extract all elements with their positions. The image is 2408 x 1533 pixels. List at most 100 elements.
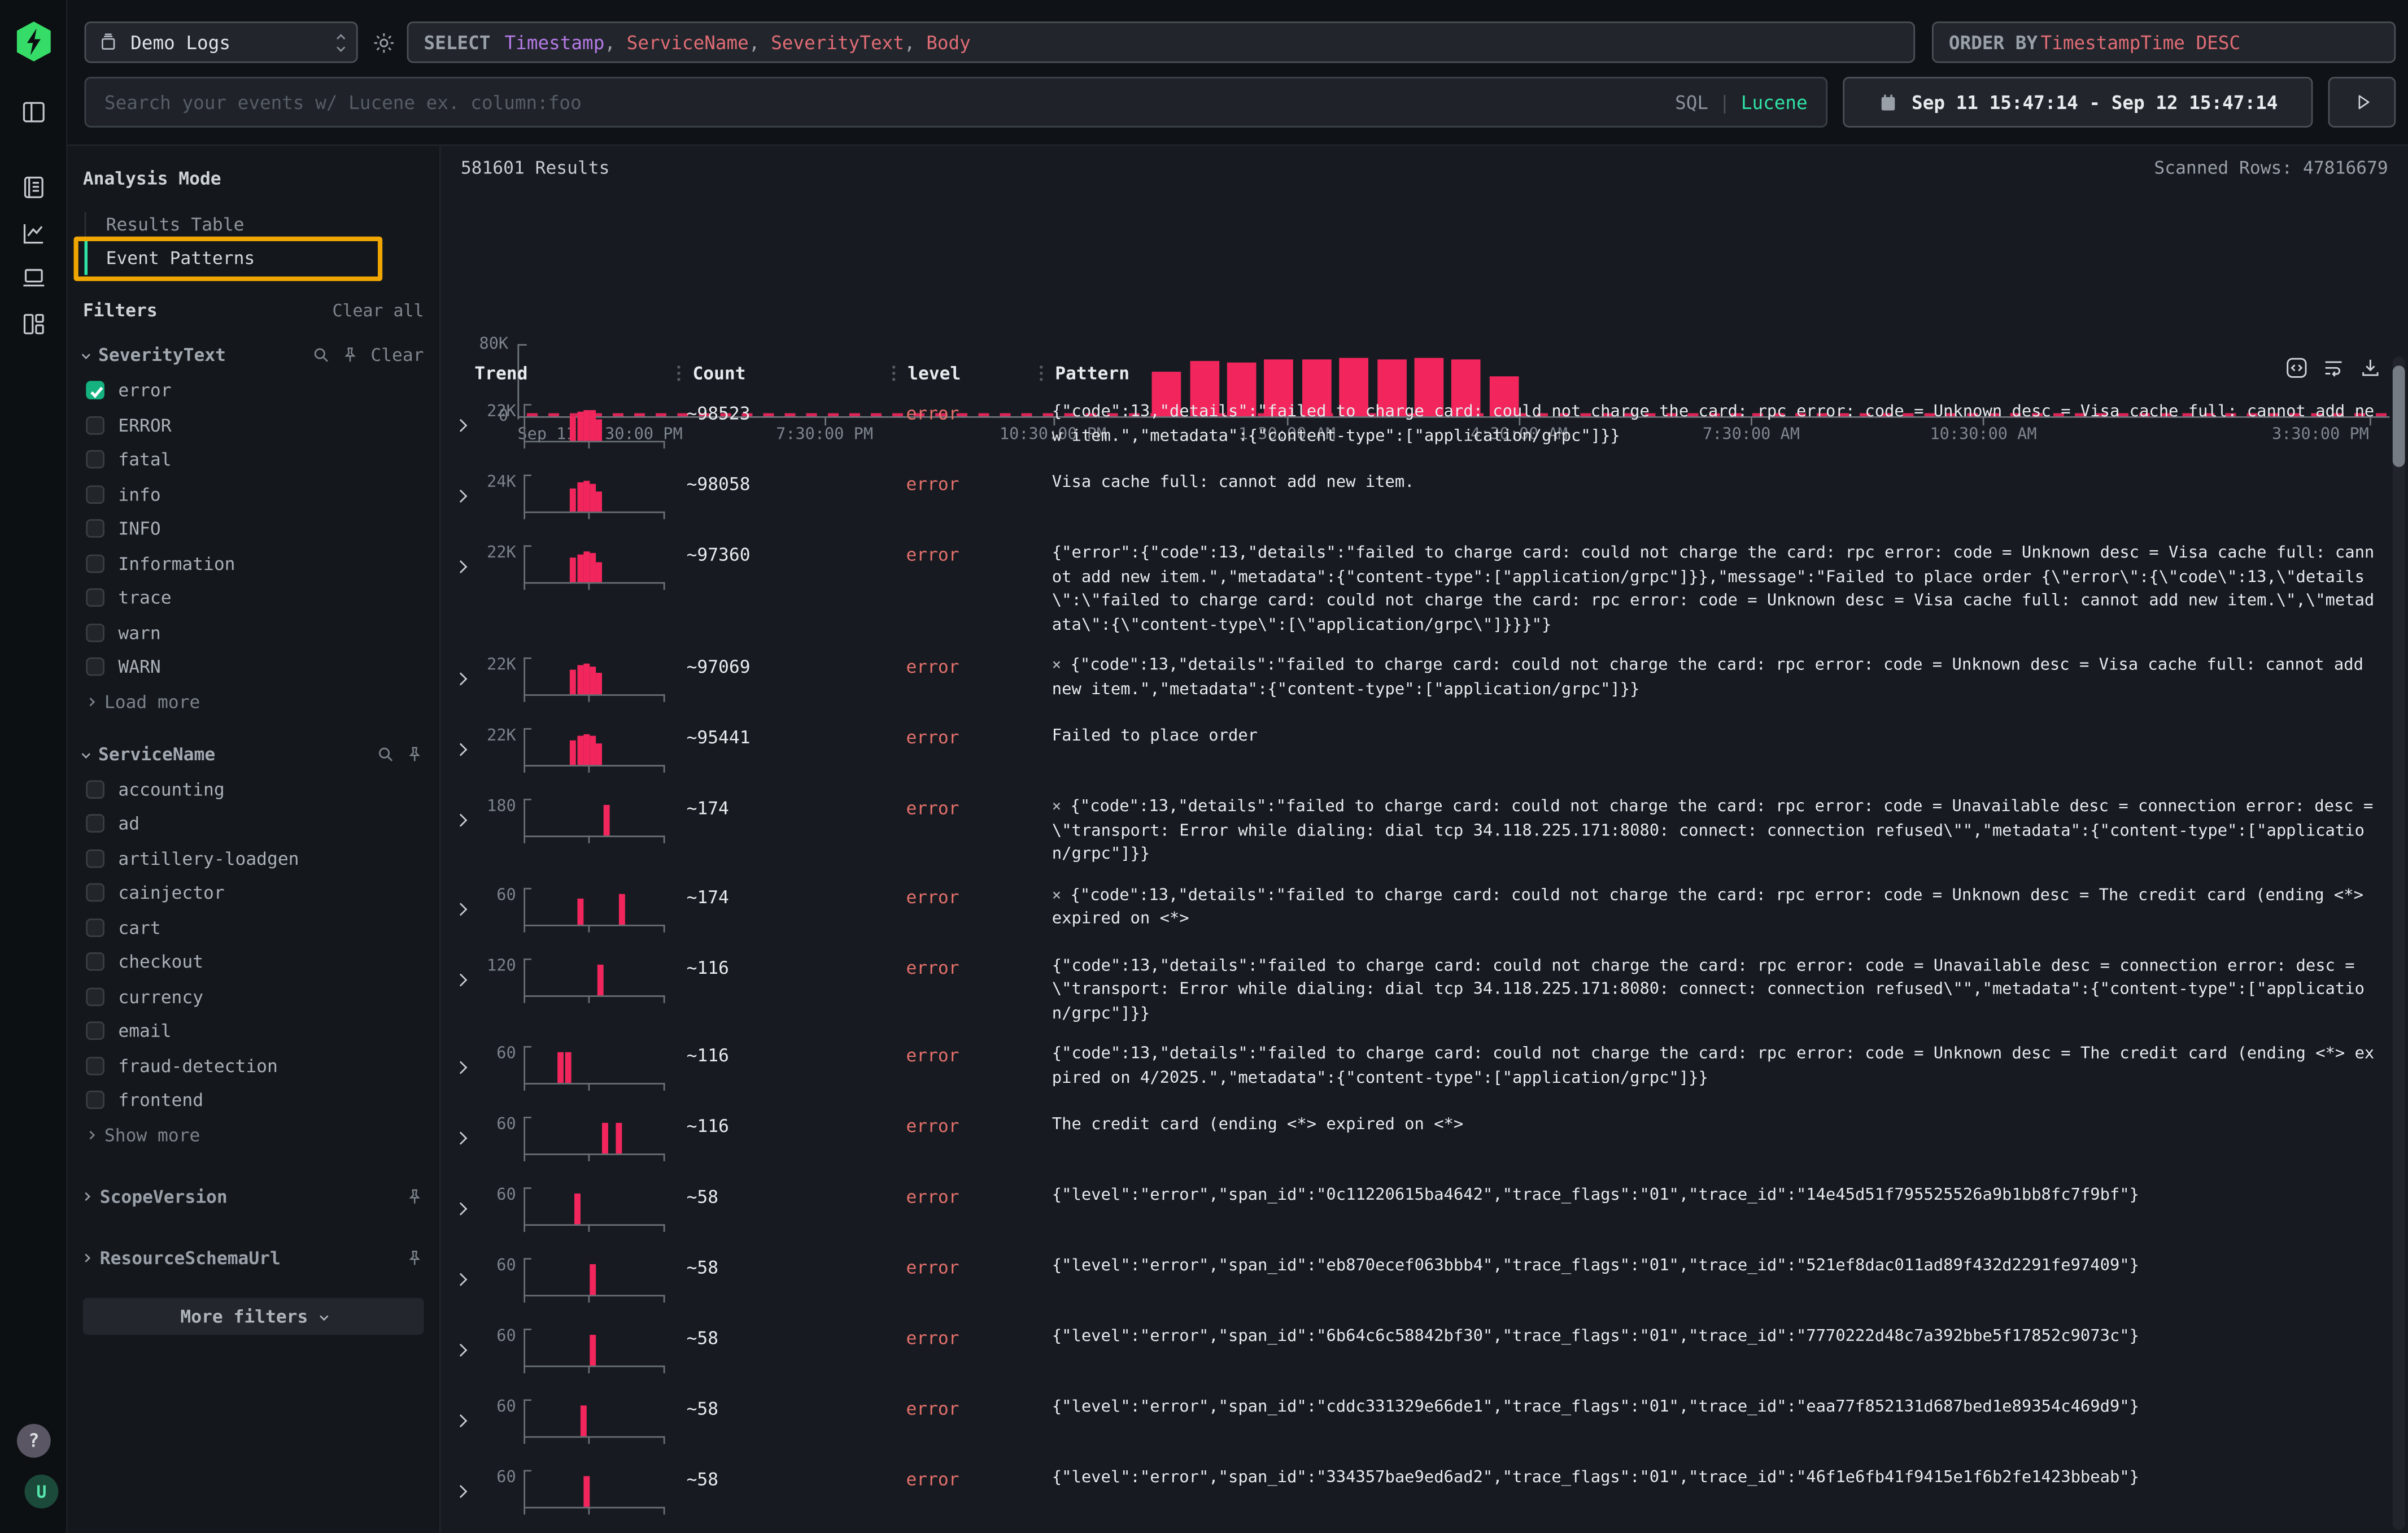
- source-select[interactable]: Demo Logs: [84, 21, 358, 63]
- wrap-lines-icon[interactable]: [2322, 356, 2345, 380]
- pattern-cell[interactable]: × {"code":13,"details":"failed to charge …: [1052, 656, 2374, 698]
- histogram-bar[interactable]: [1414, 358, 1443, 416]
- scope-pin-icon[interactable]: [405, 1187, 424, 1205]
- pattern-row[interactable]: 60 ~58 error {"level":"error","span_id":…: [440, 1387, 2386, 1458]
- row-expand-chevron-icon[interactable]: [454, 1261, 475, 1291]
- checkbox[interactable]: [86, 814, 104, 833]
- filter-option-accounting[interactable]: accounting: [86, 778, 424, 799]
- row-expand-chevron-icon[interactable]: [454, 660, 475, 690]
- view-source-code-icon[interactable]: [2285, 356, 2308, 380]
- pattern-row[interactable]: 22K ~97069 error × {"code":13,"details":"…: [440, 645, 2386, 716]
- filter-option-cart[interactable]: cart: [86, 916, 424, 938]
- filter-option-Information[interactable]: Information: [86, 552, 424, 574]
- pattern-row[interactable]: 22K ~97360 error {"error":{"code":13,"de…: [440, 533, 2386, 646]
- row-expand-chevron-icon[interactable]: [454, 407, 475, 437]
- column-header-count[interactable]: Count: [677, 363, 892, 384]
- mode-lucene[interactable]: Lucene: [1740, 91, 1808, 113]
- checkbox[interactable]: [86, 848, 104, 868]
- pattern-row[interactable]: 24K ~98058 error Visa cache full: cannot…: [440, 463, 2386, 533]
- pattern-cell[interactable]: Failed to place order: [1052, 726, 1258, 745]
- checkbox[interactable]: [86, 554, 104, 572]
- mode-sql[interactable]: SQL: [1675, 91, 1709, 113]
- histogram-bar[interactable]: [1376, 359, 1406, 416]
- histogram-bar[interactable]: [1189, 361, 1219, 416]
- run-query-button[interactable]: [2328, 76, 2396, 128]
- checkbox[interactable]: [86, 1021, 104, 1040]
- row-expand-chevron-icon[interactable]: [454, 961, 475, 990]
- pattern-cell[interactable]: {"level":"error","span_id":"eb870ecef063…: [1052, 1256, 2140, 1275]
- resource-schema-section[interactable]: ResourceSchemaUrl: [81, 1247, 424, 1268]
- filter-option-ad[interactable]: ad: [86, 813, 424, 834]
- filter-option-info[interactable]: info: [86, 483, 424, 504]
- mode-event-patterns[interactable]: Event Patterns: [84, 241, 424, 275]
- pattern-row[interactable]: 22K ~98523 error {"code":13,"details":"f…: [440, 391, 2386, 462]
- histogram-bar[interactable]: [1451, 359, 1481, 416]
- help-button[interactable]: ?: [16, 1423, 51, 1458]
- row-expand-chevron-icon[interactable]: [454, 1403, 475, 1432]
- search-input[interactable]: Search your events w/ Lucene ex. column:…: [84, 76, 1828, 128]
- checkbox[interactable]: [86, 917, 104, 937]
- checkbox[interactable]: [86, 1056, 104, 1075]
- download-icon[interactable]: [2359, 356, 2382, 380]
- histogram-plot-area[interactable]: Sep 11 3:30:00 PM 7:30:00 PM 10:30:00 PM 1:…: [517, 344, 2390, 444]
- pattern-row[interactable]: 60 ~174 error × {"code":13,"details":"fai…: [440, 875, 2386, 946]
- pattern-cell[interactable]: {"code":13,"details":"failed to charge c…: [1052, 956, 2365, 1022]
- pattern-row[interactable]: 60 ~58 error {"level":"error","span_id":…: [440, 1458, 2386, 1528]
- filter-option-email[interactable]: email: [86, 1020, 424, 1042]
- filter-option-fraud-detection[interactable]: fraud-detection: [86, 1055, 424, 1076]
- column-header-pattern[interactable]: Pattern: [1040, 363, 2387, 384]
- scope-version-section[interactable]: ScopeVersion: [81, 1185, 424, 1207]
- pattern-cell[interactable]: {"level":"error","span_id":"6b64c6c58842…: [1052, 1327, 2140, 1346]
- filter-option-cainjector[interactable]: cainjector: [86, 882, 424, 903]
- column-header-trend[interactable]: Trend: [474, 362, 528, 384]
- pattern-cell[interactable]: {"code":13,"details":"failed to charge c…: [1052, 402, 2375, 445]
- pattern-cell[interactable]: Visa cache full: cannot add new item.: [1052, 473, 1415, 492]
- pattern-row[interactable]: 180 ~174 error × {"code":13,"details":"fa…: [440, 786, 2386, 874]
- pattern-row[interactable]: 120 ~116 error {"code":13,"details":"fai…: [440, 946, 2386, 1034]
- pattern-row[interactable]: 60 ~116 error {"code":13,"details":"fail…: [440, 1034, 2386, 1104]
- sql-select-input[interactable]: SELECT Timestamp, ServiceName, SeverityT…: [407, 21, 1916, 63]
- histogram-bar[interactable]: [1264, 359, 1294, 416]
- row-expand-chevron-icon[interactable]: [454, 1120, 475, 1149]
- checkbox[interactable]: [86, 883, 104, 902]
- scrollbar-thumb[interactable]: [2392, 365, 2405, 467]
- sidebar-toggle-icon[interactable]: [20, 98, 47, 126]
- checkbox[interactable]: [86, 779, 104, 798]
- histogram-bar[interactable]: [1489, 376, 1519, 416]
- pattern-row[interactable]: 60 ~58 error {"level":"error","span_id":…: [440, 1175, 2386, 1245]
- checkbox[interactable]: [86, 1090, 104, 1109]
- severity-search-icon[interactable]: [312, 346, 331, 364]
- pattern-row[interactable]: 60 ~116 error The credit card (ending <*…: [440, 1104, 2386, 1175]
- filter-option-error[interactable]: error: [86, 380, 424, 401]
- row-expand-chevron-icon[interactable]: [454, 1191, 475, 1220]
- checkbox-checked[interactable]: [86, 381, 104, 400]
- filter-option-frontend[interactable]: frontend: [86, 1089, 424, 1110]
- row-expand-chevron-icon[interactable]: [454, 1473, 475, 1502]
- filter-option-fatal[interactable]: fatal: [86, 448, 424, 470]
- dismiss-x-icon[interactable]: ×: [1052, 887, 1062, 904]
- dismiss-x-icon[interactable]: ×: [1052, 799, 1062, 816]
- row-expand-chevron-icon[interactable]: [454, 1332, 475, 1361]
- checkbox[interactable]: [86, 450, 104, 469]
- dismiss-x-icon[interactable]: ×: [1052, 657, 1062, 674]
- checkbox[interactable]: [86, 657, 104, 676]
- pattern-row[interactable]: 60 ~58 error {"level":"error","span_id":…: [440, 1317, 2386, 1387]
- filter-option-ERROR[interactable]: ERROR: [86, 414, 424, 435]
- sessions-icon[interactable]: [20, 264, 47, 292]
- pattern-cell[interactable]: {"level":"error","span_id":"0c11220615ba…: [1052, 1186, 2140, 1205]
- checkbox[interactable]: [86, 588, 104, 607]
- service-pin-icon[interactable]: [405, 744, 424, 763]
- resource-pin-icon[interactable]: [405, 1248, 424, 1267]
- severity-load-more[interactable]: Load more: [86, 690, 424, 712]
- row-expand-chevron-icon[interactable]: [454, 890, 475, 920]
- row-expand-chevron-icon[interactable]: [454, 731, 475, 760]
- user-avatar[interactable]: U: [24, 1474, 59, 1509]
- service-search-icon[interactable]: [376, 744, 395, 763]
- checkbox[interactable]: [86, 622, 104, 642]
- histogram-bar[interactable]: [1302, 359, 1332, 416]
- pattern-cell[interactable]: {"level":"error","span_id":"cddc331329e6…: [1052, 1397, 2140, 1417]
- column-header-level[interactable]: level: [892, 363, 1040, 384]
- filter-option-INFO[interactable]: INFO: [86, 517, 424, 539]
- pattern-cell[interactable]: × {"code":13,"details":"failed to charge …: [1052, 885, 2374, 928]
- settings-gear-icon[interactable]: [372, 30, 396, 55]
